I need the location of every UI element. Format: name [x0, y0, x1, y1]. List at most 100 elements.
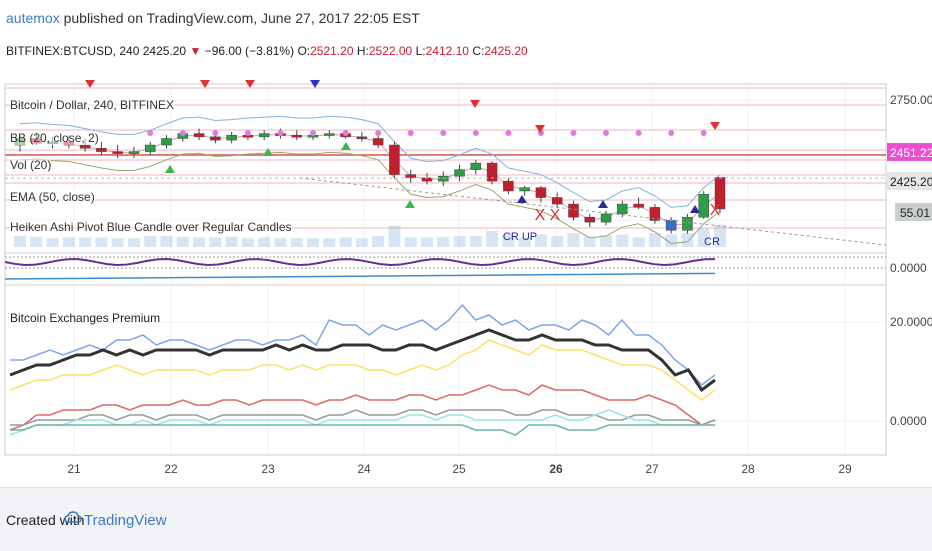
volume-bar: [290, 238, 303, 247]
chart-canvas[interactable]: 21 22 23 24 25 26 27 28 29X X XCR UP CR2750.002451.…: [0, 0, 932, 487]
bb-upper-band: [19, 115, 721, 208]
volume-bar: [714, 224, 726, 247]
tradingview-brand-link[interactable]: TradingView: [84, 512, 167, 529]
last-price-marker-bg: [887, 172, 932, 190]
volume-bar: [355, 238, 368, 247]
volume-bar: [632, 237, 645, 247]
price-axis-label: 2750.00: [890, 93, 932, 107]
x-tick-label: 25: [452, 462, 466, 476]
premium-series-line: [9, 384, 716, 431]
signal-arrow-up-icon: [165, 165, 175, 173]
volume-bar: [404, 237, 417, 247]
signal-arrow-up-icon: [341, 142, 351, 150]
tradingview-cloud-icon: [64, 511, 82, 523]
volume-bar: [616, 234, 629, 247]
pivot-dot: [635, 130, 642, 136]
pivot-dot: [505, 130, 512, 136]
candle-body: [356, 136, 368, 140]
volume-bar: [372, 236, 385, 247]
middle-pane-oscillator: [4, 258, 716, 266]
x-tick-label: 23: [261, 462, 275, 476]
pivot-dot: [668, 130, 675, 136]
signal-arrow-down-icon: [535, 125, 545, 133]
author-link[interactable]: autemox: [6, 10, 60, 26]
volume-bar: [95, 237, 108, 247]
signal-arrow-down-icon: [470, 100, 480, 108]
low-label: L:: [415, 44, 426, 58]
candle-body: [128, 151, 140, 154]
volume-bar: [144, 236, 157, 247]
x-mark-annotation: X: [710, 202, 721, 219]
indicator-heiken-ashi[interactable]: Heiken Ashi Pivot Blue Candle over Regul…: [10, 220, 292, 234]
premium-series-line: [10, 409, 716, 426]
premium-series-line: [9, 339, 716, 401]
candle-body: [389, 144, 400, 175]
volume-bar: [30, 236, 43, 247]
volume-bar: [241, 238, 254, 247]
indicator-ema[interactable]: EMA (50, close): [10, 190, 95, 204]
candle-body: [486, 162, 498, 182]
candle-body: [682, 216, 693, 231]
candle-body: [470, 162, 482, 170]
candle-body: [714, 177, 726, 210]
premium-series-line: [9, 328, 716, 393]
trend-line: [299, 177, 887, 246]
candle-body: [600, 213, 612, 223]
x-mark-annotation: X: [550, 207, 561, 224]
indicator-volume[interactable]: Vol (20): [10, 158, 52, 172]
lower-axis-label: 0.0000: [890, 414, 927, 428]
pivot-dot: [375, 130, 382, 136]
candle-body: [649, 207, 661, 221]
x-tick-label: 26: [549, 462, 563, 476]
signal-arrow-up-icon: [517, 195, 527, 203]
volume-bar: [111, 238, 124, 247]
pivot-dot: [472, 130, 479, 136]
last-price: 2425.20: [142, 44, 187, 58]
candle-body: [405, 174, 416, 179]
x-mark-annotation: X: [535, 207, 546, 224]
signal-arrow-down-icon: [200, 80, 210, 88]
signal-arrow-up-icon: [598, 200, 608, 208]
candle-body: [584, 216, 596, 223]
candle-body: [519, 187, 530, 192]
volume-bar: [62, 237, 75, 247]
x-tick-label: 22: [164, 462, 178, 476]
candle-body: [112, 151, 123, 154]
candle-body: [193, 133, 205, 138]
volume-bar: [79, 237, 92, 247]
price-change: −96.00 (−3.81%): [204, 44, 295, 58]
candle-body: [551, 197, 563, 205]
candle-body: [568, 203, 579, 218]
middle-pane-frame: [4, 252, 887, 286]
volume-bar: [339, 237, 352, 247]
volume-bar: [567, 233, 580, 247]
candle-body: [96, 148, 107, 152]
x-tick-label: 29: [838, 462, 852, 476]
volume-bar: [665, 234, 678, 247]
volume-bar: [681, 233, 694, 247]
signal-arrow-down-icon: [245, 80, 255, 88]
volume-bar: [14, 236, 26, 247]
price-marker-label: 2451.22: [890, 146, 932, 160]
candle-body: [617, 203, 628, 215]
volume-bar: [583, 236, 596, 247]
pivot-dot: [570, 130, 577, 136]
indicator-bb[interactable]: BB (20, close, 2): [10, 131, 99, 145]
close-value: 2425.20: [484, 44, 528, 58]
volume-bar: [176, 236, 189, 247]
pivot-dot: [179, 130, 186, 136]
signal-arrow-down-icon: [710, 122, 720, 130]
pivot-dot: [440, 130, 447, 136]
signal-arrow-up-icon: [405, 200, 415, 208]
open-label: O:: [297, 44, 311, 58]
candle-body: [633, 203, 644, 208]
candle-body: [665, 220, 677, 231]
volume-bar: [209, 237, 222, 247]
down-triangle-icon: ▼: [189, 44, 202, 58]
indicator-main-series[interactable]: Bitcoin / Dollar, 240, BITFINEX: [10, 98, 175, 112]
signal-arrow-up-icon: [690, 205, 700, 213]
pivot-dot: [212, 130, 219, 136]
candle-body: [454, 169, 465, 177]
volume-marker-bg: [895, 203, 932, 221]
x-tick-label: 28: [741, 462, 755, 476]
